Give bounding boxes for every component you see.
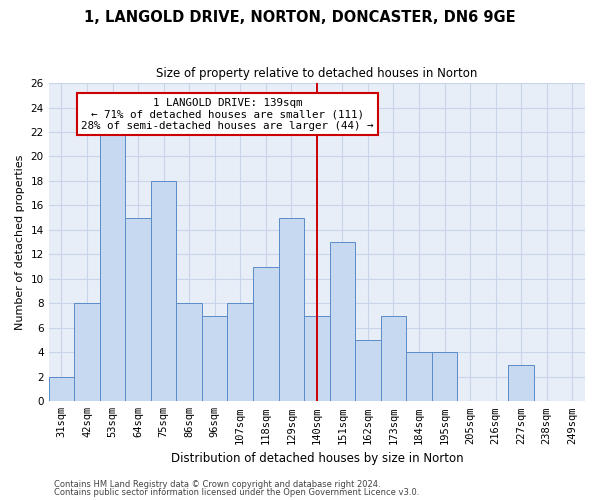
Bar — [355, 340, 380, 402]
Bar — [227, 304, 253, 402]
Text: Contains HM Land Registry data © Crown copyright and database right 2024.: Contains HM Land Registry data © Crown c… — [54, 480, 380, 489]
Bar — [151, 181, 176, 402]
Bar — [49, 377, 74, 402]
Text: 1, LANGOLD DRIVE, NORTON, DONCASTER, DN6 9GE: 1, LANGOLD DRIVE, NORTON, DONCASTER, DN6… — [84, 10, 516, 25]
Text: Contains public sector information licensed under the Open Government Licence v3: Contains public sector information licen… — [54, 488, 419, 497]
Bar — [202, 316, 227, 402]
Bar — [304, 316, 329, 402]
Bar — [380, 316, 406, 402]
Bar — [406, 352, 432, 402]
Bar — [329, 242, 355, 402]
Title: Size of property relative to detached houses in Norton: Size of property relative to detached ho… — [156, 68, 478, 80]
X-axis label: Distribution of detached houses by size in Norton: Distribution of detached houses by size … — [170, 452, 463, 465]
Bar — [278, 218, 304, 402]
Text: 1 LANGOLD DRIVE: 139sqm
← 71% of detached houses are smaller (111)
28% of semi-d: 1 LANGOLD DRIVE: 139sqm ← 71% of detache… — [81, 98, 374, 131]
Bar — [100, 132, 125, 402]
Bar — [508, 364, 534, 402]
Bar — [125, 218, 151, 402]
Bar — [74, 304, 100, 402]
Bar — [253, 266, 278, 402]
Bar — [432, 352, 457, 402]
Bar — [176, 304, 202, 402]
Y-axis label: Number of detached properties: Number of detached properties — [15, 154, 25, 330]
